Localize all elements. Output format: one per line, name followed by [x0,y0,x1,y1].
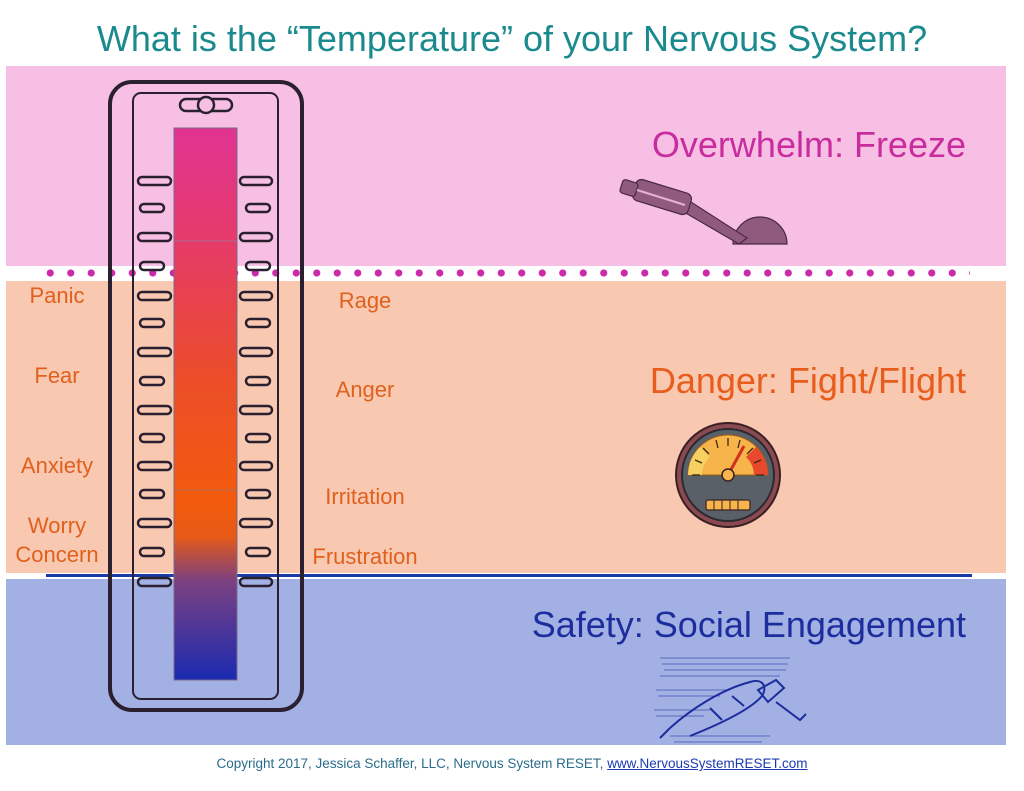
zone-title-danger: Danger: Fight/Flight [649,360,966,401]
footer-copyright: Copyright 2017, Jessica Schaffer, LLC, N… [216,756,608,771]
thermometer-tick [238,460,274,472]
thermometer-tick [136,517,173,529]
danger-zone-band [6,281,1006,573]
zone-title-freeze: Overwhelm: Freeze [651,124,966,165]
thermometer-tick [136,404,173,416]
thermometer-tick [244,202,272,214]
thermometer-tick [238,404,274,416]
thermometer-tick [138,260,166,272]
thermometer-frame [108,80,304,712]
label-anxiety: Anxiety [20,453,94,478]
label-rage: Rage [338,288,392,313]
thermometer-inner-frame [132,92,279,700]
thermometer-ticks [136,175,274,588]
blue-divider [46,574,972,577]
thermometer-tick [136,290,173,302]
thermometer-tick [244,317,272,329]
thermometer-tick [136,346,173,358]
thermometer-tick [136,576,173,588]
thermometer-hanger-icon [178,95,234,115]
freeze-zone-band [6,66,1006,266]
thermometer-tick [138,317,166,329]
thermometer-tick [238,346,274,358]
thermometer-tick [244,546,272,558]
thermometer-tick [136,460,173,472]
footer-link[interactable]: www.NervousSystemRESET.com [607,756,808,771]
label-worry: Worry [27,513,87,538]
dotted-divider [40,268,970,278]
label-frustration: Frustration [312,544,418,569]
thermometer-tick [138,375,166,387]
thermometer-tick [138,202,166,214]
thermometer-tick [244,488,272,500]
thermometer-tick [238,517,274,529]
label-panic: Panic [29,283,85,308]
parking-brake-icon [619,178,788,245]
thermometer-tick [136,231,173,243]
thermometer-tick [136,175,173,187]
thermometer-tube [173,127,238,681]
thermometer-tick [138,546,166,558]
thermometer-tick [238,231,274,243]
safety-zone-band [6,579,1006,745]
label-irritation: Irritation [325,484,405,509]
zone-title-safety: Safety: Social Engagement [531,604,966,645]
thermometer-tick [138,432,166,444]
thermometer-tick [238,290,274,302]
speedometer-icon [675,422,781,528]
thermometer-tick [244,432,272,444]
label-anger: Anger [335,377,395,402]
thermometer-tick [138,488,166,500]
footer: Copyright 2017, Jessica Schaffer, LLC, N… [0,756,1024,771]
foot-on-pedal-icon [654,657,807,743]
label-fear: Fear [34,363,80,388]
thermometer-tick [238,576,274,588]
thermometer-tick [238,175,274,187]
label-concern: Concern [15,542,99,567]
page-title: What is the “Temperature” of your Nervou… [96,18,928,59]
thermometer-tick [244,375,272,387]
thermometer-tick [244,260,272,272]
